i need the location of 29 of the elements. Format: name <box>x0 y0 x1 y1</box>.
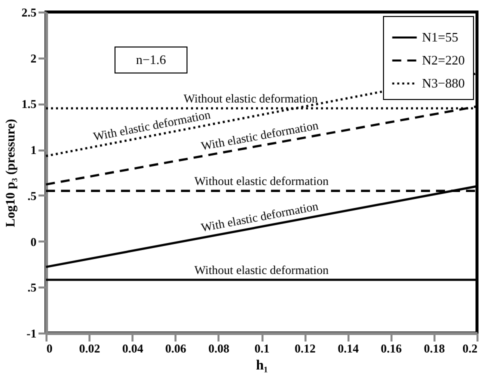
x-tick-label: 0.08 <box>208 342 230 356</box>
x-tick-label: 0.14 <box>338 342 359 356</box>
y-axis-title: Log10 p₃ (pressure) <box>2 118 18 228</box>
y-tick-label: 1.5 <box>22 97 36 112</box>
y-tick-label: 1 <box>30 143 36 158</box>
x-tick-label: 0.12 <box>294 342 316 356</box>
x-tick-label: 0.2 <box>462 342 478 356</box>
legend-label: N3−880 <box>422 76 465 90</box>
x-tick-label: 0.04 <box>122 342 144 356</box>
annotation: With elastic deformation <box>200 198 320 235</box>
y-tick-label: -1 <box>26 326 36 340</box>
annotation: Without elastic deformation <box>194 174 329 188</box>
y-tick-label: 0 <box>30 234 36 249</box>
y-tick-label: 2 <box>30 51 36 66</box>
legend-label: N1=55 <box>422 30 458 44</box>
legend-label: N2=220 <box>422 52 465 68</box>
x-axis-title: h₁ <box>256 358 268 374</box>
x-tick-label: 0.06 <box>165 342 186 356</box>
y-tick-label: 2.5 <box>22 6 36 20</box>
x-tick-label: 0.18 <box>424 342 445 356</box>
annotation: Without elastic deformation <box>184 91 318 106</box>
x-tick-label: 0 <box>46 342 52 356</box>
x-tick-label: 0.16 <box>380 342 402 356</box>
x-tick-label: 0.1 <box>254 342 270 356</box>
y-tick-label: .5 <box>28 280 36 295</box>
annotation: Without elastic deformation <box>194 262 329 277</box>
x-tick-label: 0.02 <box>79 342 100 356</box>
annotation: n−1.6 <box>136 52 167 67</box>
y-tick-label: .5 <box>28 188 36 203</box>
